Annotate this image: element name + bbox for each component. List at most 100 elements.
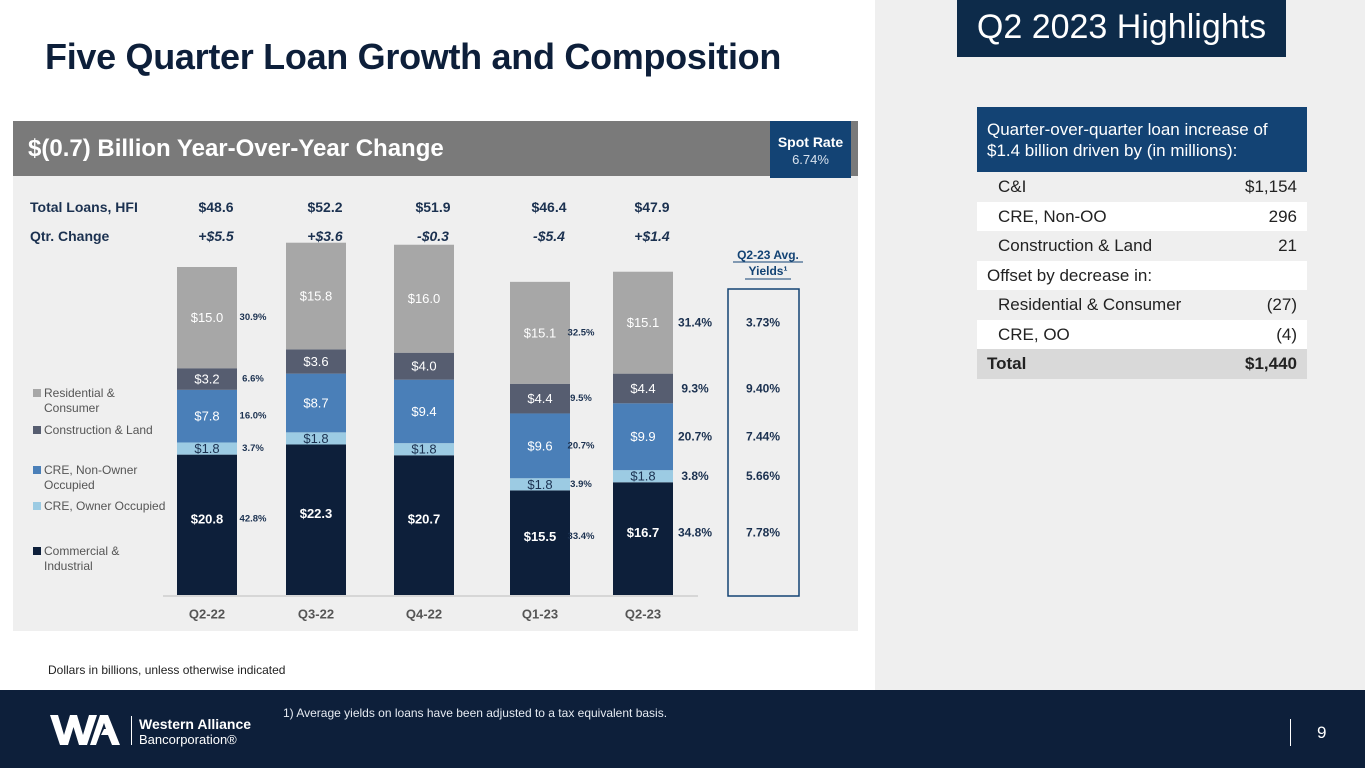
bar-q2-22-commercial-industrial xyxy=(177,454,237,595)
qoq-row-label: Offset by decrease in: xyxy=(987,265,1153,285)
bar-q2-23-construction-land xyxy=(613,373,673,404)
bar-q1-23-commercial-industrial xyxy=(510,490,570,595)
legend-label-1-0: Construction & Land xyxy=(44,423,153,437)
bar-q1-23-residential-consumer xyxy=(510,281,570,384)
total-loans-q2-22: $48.6 xyxy=(198,199,233,215)
qoq-row-offset: Offset by decrease in: xyxy=(977,260,1307,290)
bar-q3-22-cre-non-owner-occupied xyxy=(286,373,346,433)
bar-q4-22-construction-land xyxy=(394,352,454,380)
pct-q2-23-3: 9.3% xyxy=(681,381,709,395)
pct-q2-22-4: 30.9% xyxy=(240,312,267,323)
pct-q2-22-0: 42.8% xyxy=(240,513,267,524)
category-label-q1-23: Q1-23 xyxy=(522,607,558,622)
bar-q1-23-construction-land-label: $4.4 xyxy=(527,391,552,406)
total-loans-q2-23: $47.9 xyxy=(634,199,669,215)
qoq-row-label: Residential & Consumer xyxy=(998,295,1182,314)
yields-box xyxy=(727,288,800,597)
pct-q2-22-2: 16.0% xyxy=(240,411,267,422)
qoq-total-value: $1,440 xyxy=(1245,354,1297,373)
yield-footnote: 1) Average yields on loans have been adj… xyxy=(283,706,668,720)
legend-swatch-3 xyxy=(33,502,41,510)
qoq-row-label: Construction & Land xyxy=(998,236,1153,255)
western-alliance-logo-icon xyxy=(50,715,120,745)
legend-swatch-1 xyxy=(33,426,41,434)
qoq-row-label: CRE, Non-OO xyxy=(998,206,1107,226)
bar-q2-22-cre-owner-occupied xyxy=(177,442,237,455)
bar-q3-22-cre-owner-occupied xyxy=(286,432,346,445)
category-label-q3-22: Q3-22 xyxy=(298,607,334,622)
bar-q2-23-construction-land-label: $4.4 xyxy=(630,381,655,396)
pct-q2-23-0: 34.8% xyxy=(678,526,712,540)
spot-rate-value: 6.74% xyxy=(792,152,829,167)
qoq-header: Quarter-over-quarter loan increase of $1… xyxy=(977,107,1307,172)
pct-q2-22-1: 3.7% xyxy=(242,443,264,454)
bar-q2-23-commercial-industrial-label: $16.7 xyxy=(627,525,660,540)
qtr-change-q1-23: -$5.4 xyxy=(533,228,565,244)
qoq-row-construction: Construction & Land 21 xyxy=(977,231,1307,261)
legend-label-3-0: CRE, Owner Occupied xyxy=(44,499,165,513)
pct-q2-23-1: 3.8% xyxy=(681,469,709,483)
loan-composition-chart: Total Loans, HFI Qtr. Change $48.6 +$5.5 $52… xyxy=(30,199,803,622)
bar-q2-22-construction-land xyxy=(177,368,237,390)
total-loans-q4-22: $51.9 xyxy=(415,199,450,215)
bar-q2-22-cre-non-owner-occupied xyxy=(177,389,237,443)
pct-q1-23-0: 33.4% xyxy=(568,531,595,542)
yield-value-1: 5.66% xyxy=(746,469,780,483)
qoq-row-value: $1,154 xyxy=(1245,177,1297,196)
qtr-change-q4-22: -$0.3 xyxy=(417,228,449,244)
pct-q2-23-2: 20.7% xyxy=(678,430,712,444)
legend-swatch-2 xyxy=(33,466,41,474)
qoq-row-value: (4) xyxy=(1276,324,1297,344)
pct-q2-23-4: 31.4% xyxy=(678,316,712,330)
spot-rate-box: Spot Rate 6.74% xyxy=(770,121,851,178)
bar-q2-23-residential-consumer-label: $15.1 xyxy=(627,315,660,330)
bar-q1-23-residential-consumer-label: $15.1 xyxy=(524,325,557,340)
bar-q2-23-cre-owner-occupied xyxy=(613,470,673,483)
chart-header-title: $(0.7) Billion Year-Over-Year Change xyxy=(28,135,444,162)
total-loans-label: Total Loans, HFI xyxy=(30,199,138,215)
yield-value-4: 3.73% xyxy=(746,316,780,330)
bar-q3-22-cre-owner-occupied-label: $1.8 xyxy=(303,431,328,446)
pct-q2-22-3: 6.6% xyxy=(242,374,264,385)
qoq-row-value: (27) xyxy=(1266,295,1297,314)
bar-q2-23-commercial-industrial xyxy=(613,482,673,595)
bar-q4-22-cre-owner-occupied xyxy=(394,443,454,456)
legend-label-4-0: Commercial & xyxy=(44,544,119,558)
bar-q1-23-cre-owner-occupied-label: $1.8 xyxy=(527,477,552,492)
yield-value-0: 7.78% xyxy=(746,526,780,540)
legend-swatch-4 xyxy=(33,547,41,555)
pct-q1-23-4: 32.5% xyxy=(568,327,595,338)
bar-q2-23-cre-non-owner-occupied xyxy=(613,403,673,471)
bar-q1-23-cre-non-owner-occupied-label: $9.6 xyxy=(527,438,552,453)
bar-q4-22-residential-consumer-label: $16.0 xyxy=(408,291,441,306)
bar-q1-23-cre-non-owner-occupied xyxy=(510,413,570,479)
legend-label-2-1: Occupied xyxy=(44,478,95,492)
bar-q2-23-cre-non-owner-occupied-label: $9.9 xyxy=(630,429,655,444)
qoq-row-label: C&I xyxy=(998,177,1027,196)
pct-q1-23-2: 20.7% xyxy=(568,440,595,451)
qoq-row-cre-oo: CRE, OO (4) xyxy=(977,319,1307,349)
qtr-change-q2-22: +$5.5 xyxy=(198,228,234,244)
bar-q4-22-cre-non-owner-occupied-label: $9.4 xyxy=(411,404,436,419)
qoq-row-ci: C&I $1,154 xyxy=(977,172,1307,202)
bar-q3-22-construction-land-label: $3.6 xyxy=(303,354,328,369)
bar-q4-22-commercial-industrial-label: $20.7 xyxy=(408,512,441,527)
chart-panel: $(0.7) Billion Year-Over-Year Change Spo… xyxy=(13,121,858,631)
company-name: Western Alliance xyxy=(139,716,252,732)
bar-q2-23-cre-owner-occupied-label: $1.8 xyxy=(630,469,655,484)
total-loans-q3-22: $52.2 xyxy=(307,199,342,215)
page-number: 9 xyxy=(1317,723,1327,742)
spot-rate-label: Spot Rate xyxy=(777,134,844,150)
bar-q3-22-commercial-industrial xyxy=(286,444,346,595)
qoq-row-total: Total $1,440 xyxy=(977,349,1307,379)
bar-q4-22-commercial-industrial xyxy=(394,455,454,595)
yields-title-line2: Yields¹ xyxy=(749,264,788,278)
bar-q4-22-cre-owner-occupied-label: $1.8 xyxy=(411,442,436,457)
yields-title-line1: Q2-23 Avg. xyxy=(737,248,799,262)
highlights-title: Q2 2023 Highlights xyxy=(957,0,1286,57)
bar-q2-22-cre-non-owner-occupied-label: $7.8 xyxy=(194,409,219,424)
legend-label-0-1: Consumer xyxy=(44,401,99,415)
pct-q1-23-3: 9.5% xyxy=(570,393,592,404)
bar-q2-22-cre-owner-occupied-label: $1.8 xyxy=(194,441,219,456)
bar-q4-22-construction-land-label: $4.0 xyxy=(411,359,436,374)
